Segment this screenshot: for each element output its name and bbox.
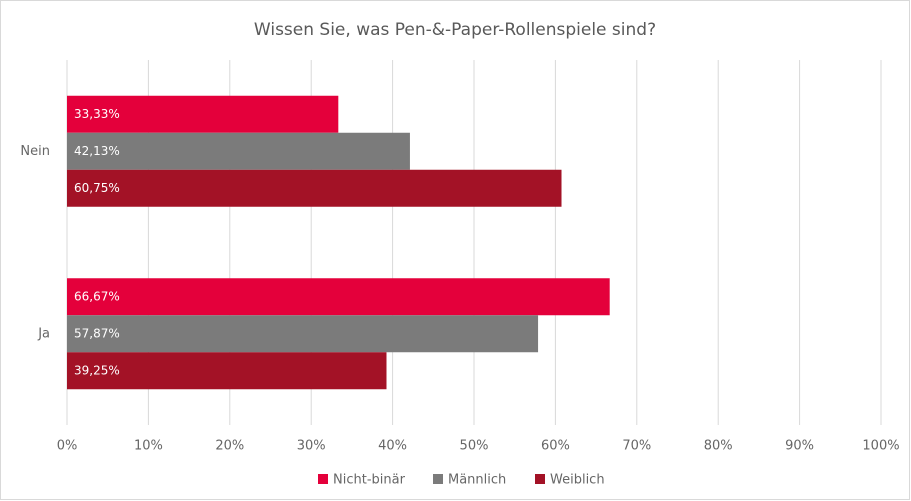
legend-swatch: [433, 474, 443, 484]
value-label: 33,33%: [74, 107, 120, 121]
value-label: 66,67%: [74, 289, 120, 303]
x-tick-label: 80%: [704, 439, 733, 454]
legend-swatch: [318, 474, 328, 484]
bar: [67, 278, 610, 316]
legend-label: Nicht-binär: [333, 473, 406, 488]
value-label: 39,25%: [74, 363, 120, 377]
x-tick-label: 50%: [460, 439, 489, 454]
value-label: 57,87%: [74, 326, 120, 340]
bar: [67, 315, 539, 353]
bar: [67, 132, 410, 170]
x-tick-label: 60%: [541, 439, 570, 454]
x-tick-label: 90%: [785, 439, 814, 454]
x-tick-label: 0%: [57, 439, 78, 454]
bar: [67, 95, 339, 133]
value-label: 42,13%: [74, 144, 120, 158]
legend-swatch: [535, 474, 545, 484]
value-label: 60,75%: [74, 181, 120, 195]
legend-label: Weiblich: [550, 473, 605, 488]
x-tick-label: 10%: [134, 439, 163, 454]
x-tick-label: 20%: [215, 439, 244, 454]
x-tick-label: 40%: [378, 439, 407, 454]
y-tick-label: Ja: [37, 326, 50, 341]
x-tick-label: 70%: [622, 439, 651, 454]
bar: [67, 169, 562, 207]
x-tick-label: 100%: [862, 439, 899, 454]
legend-label: Männlich: [448, 473, 506, 488]
x-tick-label: 30%: [297, 439, 326, 454]
bar: [67, 352, 387, 390]
y-tick-label: Nein: [20, 144, 50, 159]
chart-title: Wissen Sie, was Pen-&-Paper-Rollenspiele…: [254, 20, 656, 40]
